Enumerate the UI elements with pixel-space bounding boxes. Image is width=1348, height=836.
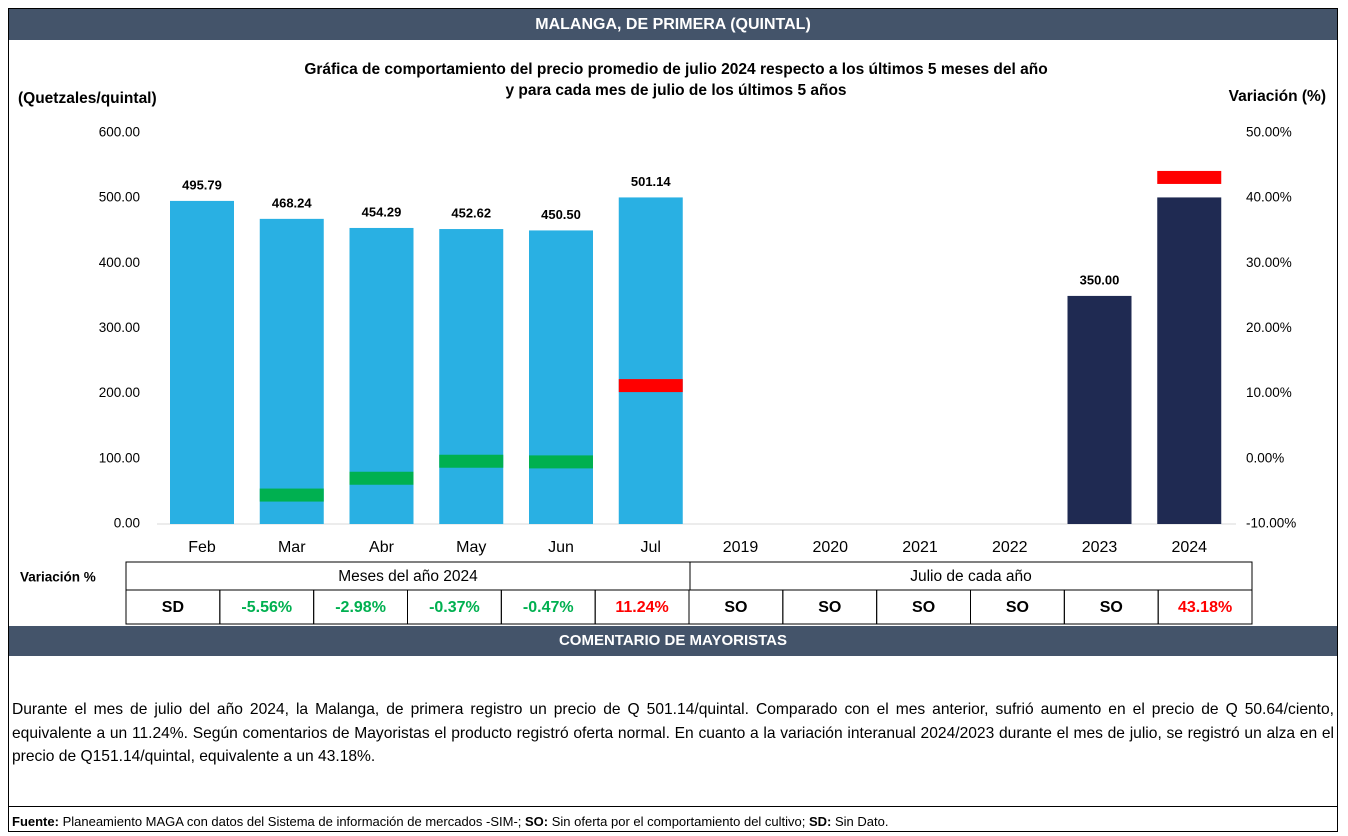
table-value: -0.47% (523, 599, 574, 616)
y2-tick-label: 50.00% (1246, 125, 1292, 140)
y-tick-label: 300.00 (99, 320, 140, 335)
variation-marker (439, 454, 504, 468)
chart-title: Gráfica de comportamiento del precio pro… (304, 61, 1047, 78)
data-label: 495.79 (182, 177, 222, 192)
y2-tick-label: -10.00% (1246, 516, 1296, 531)
x-tick-label: Mar (278, 539, 306, 556)
page-header: MALANGA, DE PRIMERA (QUINTAL) (9, 9, 1337, 40)
data-label: 501.14 (631, 174, 672, 189)
table-value: -0.37% (429, 599, 480, 616)
table-row-label: Variación % (20, 570, 96, 585)
table-value: SO (1006, 599, 1029, 616)
x-tick-label: 2024 (1171, 539, 1207, 556)
footer-part: Fuente: (12, 814, 59, 829)
x-tick-label: May (456, 539, 486, 556)
table-value: -5.56% (241, 599, 292, 616)
bar (259, 218, 324, 525)
divider (9, 806, 1337, 807)
variation-marker (618, 379, 683, 393)
y-tick-label: 500.00 (99, 190, 140, 205)
data-label: 350.00 (1080, 272, 1120, 287)
table-value: SO (724, 599, 747, 616)
data-label: 468.24 (272, 195, 313, 210)
table-cell (1157, 589, 1253, 625)
footer-part: Planeamiento MAGA con datos del Sistema … (58, 814, 526, 829)
x-tick-label: Jun (548, 539, 574, 556)
x-tick-label: 2020 (812, 539, 848, 556)
footer-part: Sin oferta por el comportamiento del cul… (548, 814, 809, 829)
table-value: -2.98% (335, 599, 386, 616)
bar (170, 200, 234, 524)
x-tick-label: Feb (188, 539, 216, 556)
x-tick-label: 2023 (1082, 539, 1118, 556)
x-tick-label: Abr (369, 539, 395, 556)
y2-tick-label: 20.00% (1246, 320, 1292, 335)
bar (618, 197, 683, 524)
variation-marker (529, 455, 593, 469)
y2-axis-label: Variación (%) (1229, 88, 1326, 105)
table-value: SO (818, 599, 841, 616)
variation-marker (259, 488, 324, 502)
table-group-label: Julio de cada año (910, 568, 1032, 585)
comments-header: COMENTARIO DE MAYORISTAS (9, 626, 1337, 656)
bar (1157, 197, 1222, 524)
variation-marker (1157, 170, 1222, 184)
footer-part: SD: (809, 814, 832, 829)
y2-tick-label: 40.00% (1246, 190, 1292, 205)
y-tick-label: 0.00 (114, 516, 140, 531)
comments-text: Durante el mes de julio del año 2024, la… (12, 701, 1334, 765)
x-tick-label: 2022 (992, 539, 1028, 556)
table-group-label: Meses del año 2024 (338, 568, 478, 585)
footer: Fuente: Planeamiento MAGA con datos del … (12, 814, 888, 829)
data-label: 454.29 (362, 204, 402, 219)
table-value: SO (1100, 599, 1123, 616)
bar (439, 229, 504, 524)
y2-tick-label: 30.00% (1246, 255, 1292, 270)
table-value: SO (912, 599, 935, 616)
chart-title: y para cada mes de julio de los últimos … (505, 82, 846, 99)
table-value: 11.24% (615, 599, 668, 616)
x-tick-label: 2021 (902, 539, 938, 556)
y-tick-label: 200.00 (99, 385, 140, 400)
y-tick-label: 600.00 (99, 125, 140, 140)
data-label: 452.62 (451, 205, 491, 220)
x-tick-label: 2019 (723, 539, 759, 556)
y2-tick-label: 10.00% (1246, 385, 1292, 400)
bar (1067, 295, 1132, 524)
y-axis-label: (Quetzales/quintal) (18, 90, 157, 107)
y2-tick-label: 0.00% (1246, 450, 1284, 465)
x-tick-label: Jul (641, 539, 661, 556)
footer-part: Sin Dato. (831, 814, 889, 829)
bar (529, 230, 593, 524)
variation-marker (349, 471, 414, 485)
y-tick-label: 100.00 (99, 450, 140, 465)
data-label: 450.50 (541, 207, 581, 222)
y-tick-label: 400.00 (99, 255, 140, 270)
table-value: 43.18% (1178, 599, 1232, 616)
frame (8, 8, 1338, 832)
footer-part: SO: (525, 814, 549, 829)
table-value: SD (162, 599, 184, 616)
